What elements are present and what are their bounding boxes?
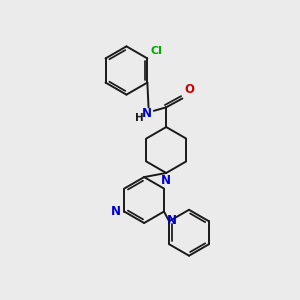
Text: N: N <box>161 174 171 188</box>
Text: H: H <box>135 112 143 123</box>
Text: N: N <box>167 214 177 227</box>
Text: N: N <box>111 205 121 218</box>
Text: O: O <box>185 83 195 96</box>
Text: Cl: Cl <box>151 46 163 56</box>
Text: N: N <box>142 107 152 120</box>
